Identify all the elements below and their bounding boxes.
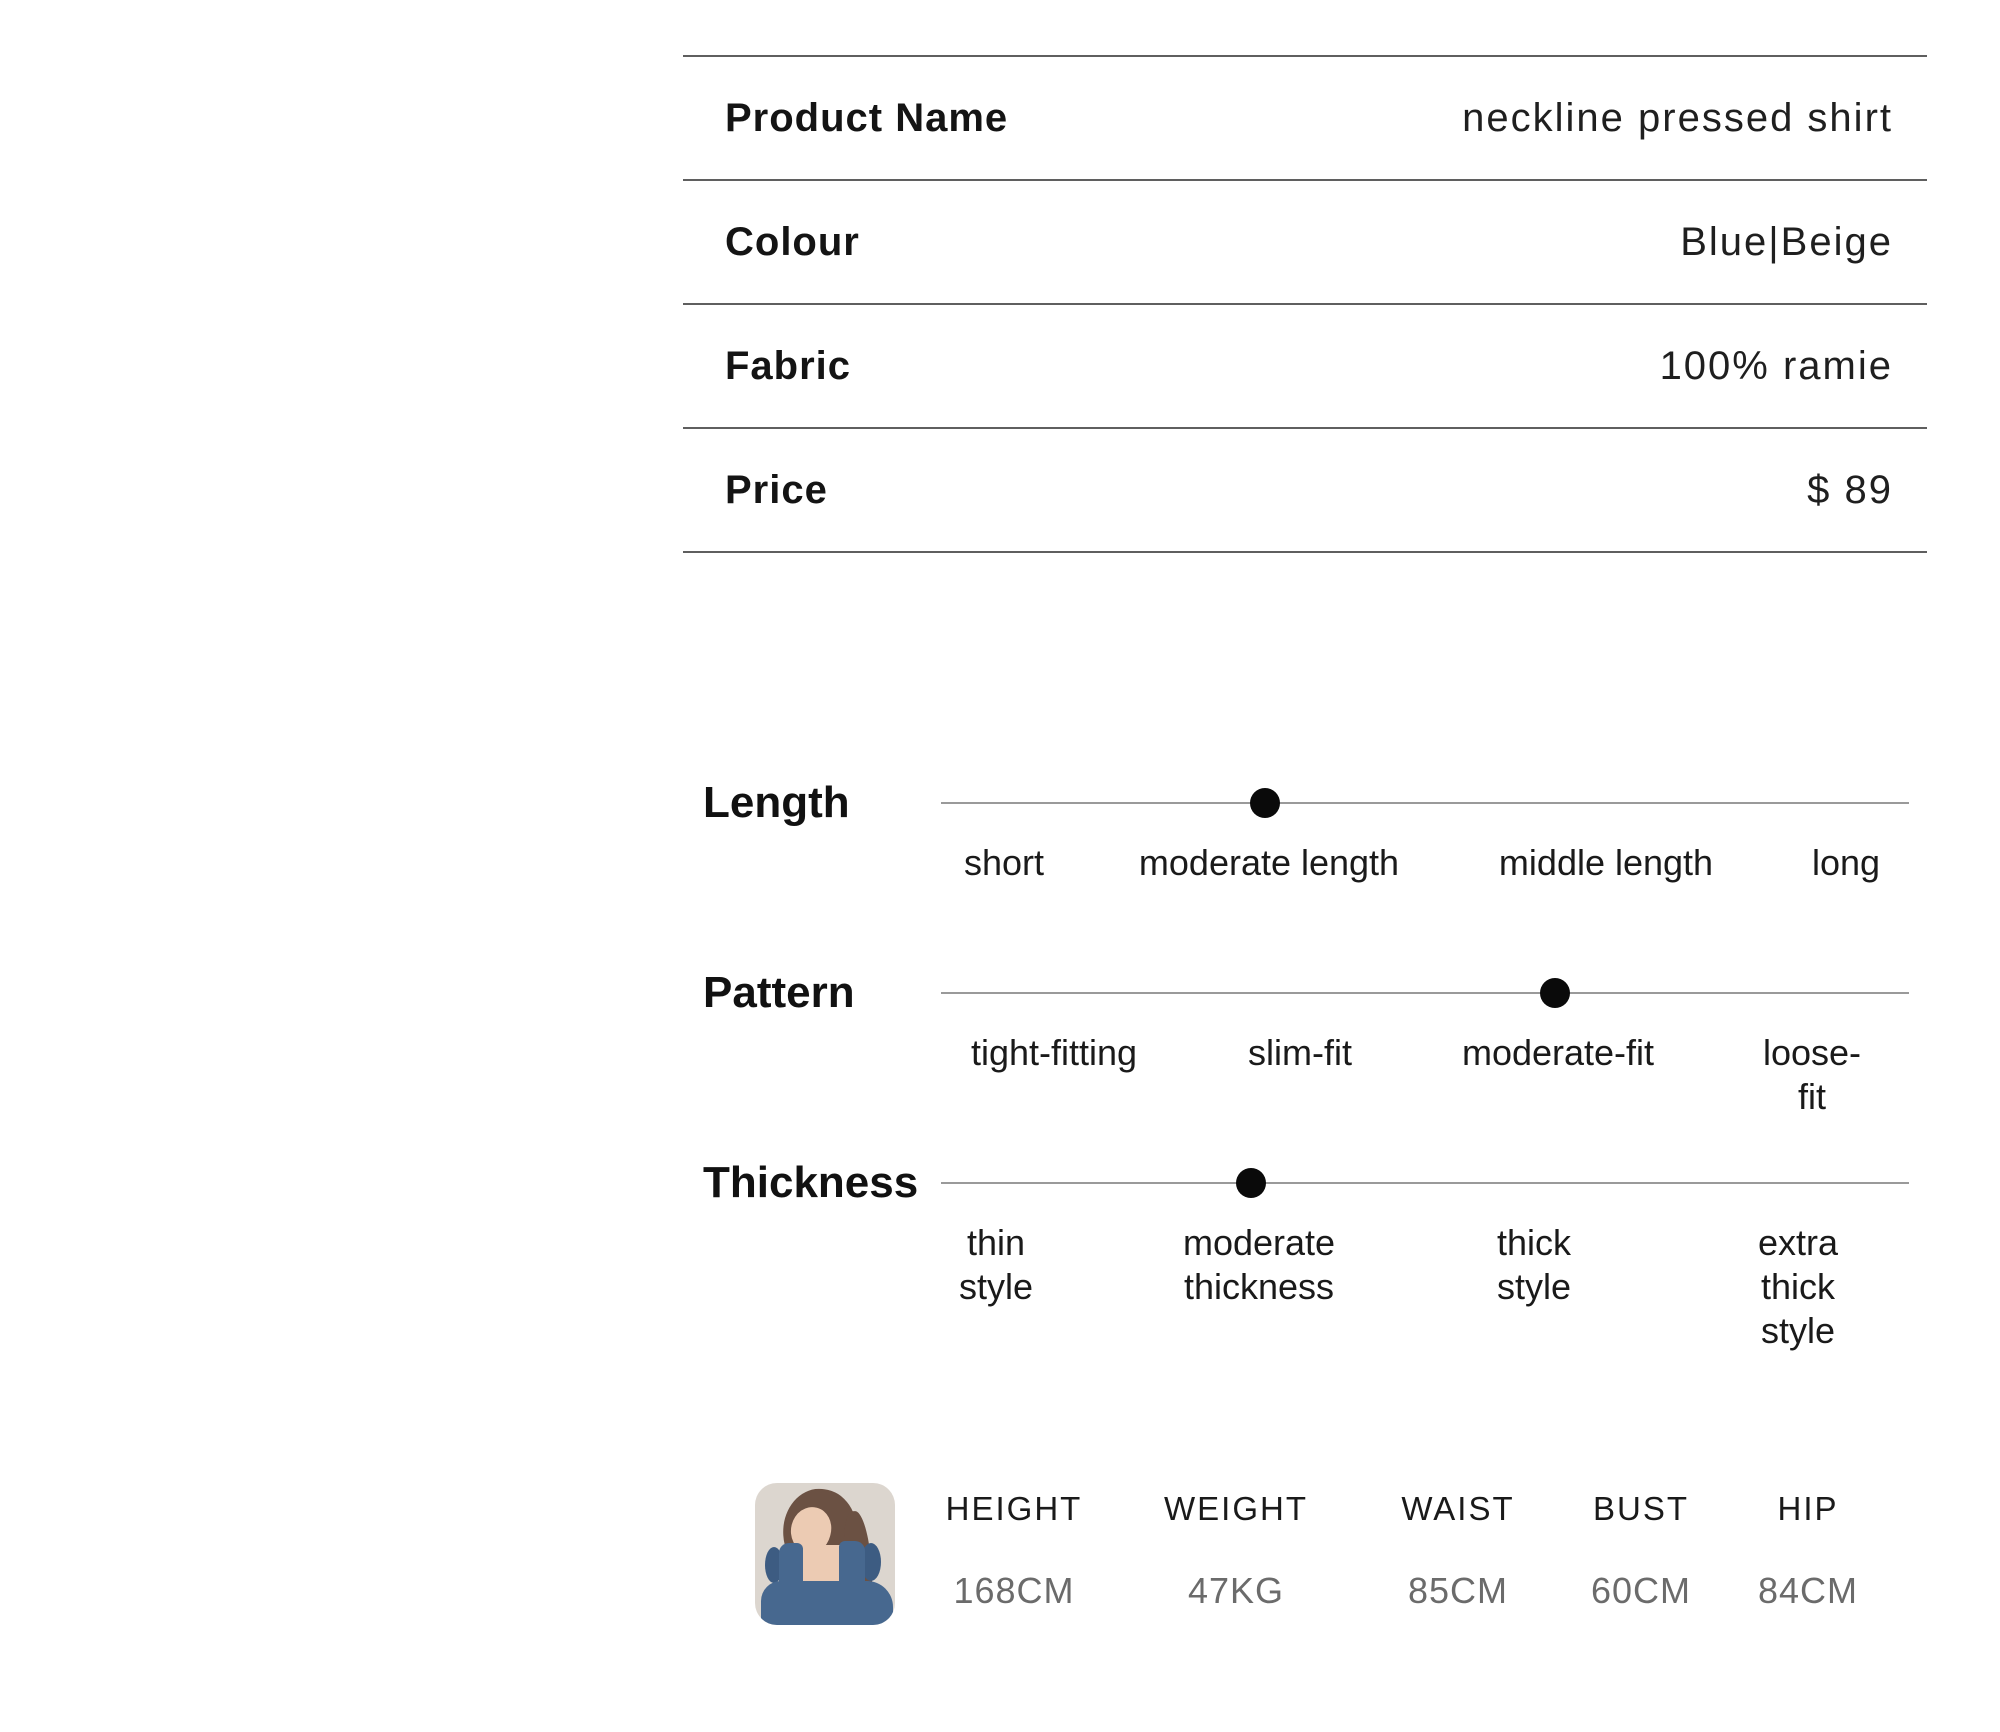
pattern-option-tight-fitting: tight-fitting bbox=[970, 1032, 1138, 1073]
table-row: Price $ 89 bbox=[683, 429, 1927, 553]
stat-value: 47KG bbox=[1187, 1570, 1285, 1611]
length-scale-track bbox=[941, 802, 1909, 804]
spec-value-price: $ 89 bbox=[1807, 467, 1893, 512]
spec-value-colour: Blue|Beige bbox=[1680, 219, 1893, 264]
length-option-short: short bbox=[963, 842, 1045, 883]
stat-label: WAIST bbox=[1401, 1490, 1515, 1527]
table-row: Colour Blue|Beige bbox=[683, 181, 1927, 305]
dress-ruffle-right bbox=[861, 1543, 881, 1581]
model-stat-bust: BUST 60CM bbox=[1591, 1490, 1691, 1612]
pattern-scale-track bbox=[941, 992, 1909, 994]
model-stat-hip: HIP 84CM bbox=[1758, 1490, 1858, 1612]
pattern-scale-dot bbox=[1540, 978, 1570, 1008]
table-row: Fabric 100% ramie bbox=[683, 305, 1927, 429]
stat-label: HEIGHT bbox=[945, 1490, 1083, 1527]
product-spec-table: Product Name neckline pressed shirt Colo… bbox=[683, 55, 1927, 553]
thickness-option-moderate-thickness: moderate thickness bbox=[1182, 1222, 1336, 1307]
thickness-scale-dot bbox=[1236, 1168, 1266, 1198]
model-photo bbox=[755, 1483, 895, 1625]
thickness-option-extra-thick-style: extra thick style bbox=[1757, 1222, 1839, 1351]
thickness-scale-title: Thickness bbox=[703, 1158, 919, 1207]
stat-value: 84CM bbox=[1757, 1570, 1859, 1611]
spec-label-price: Price bbox=[725, 467, 828, 512]
stat-label: WEIGHT bbox=[1164, 1490, 1308, 1527]
stat-value: 168CM bbox=[953, 1570, 1075, 1611]
content-area: Product Name neckline pressed shirt Colo… bbox=[683, 0, 1927, 1732]
thickness-option-thin-style: thin style bbox=[958, 1222, 1034, 1307]
length-scale-dot bbox=[1250, 788, 1280, 818]
spec-label-product-name: Product Name bbox=[725, 95, 1009, 140]
stat-label: HIP bbox=[1777, 1490, 1839, 1527]
stat-label: BUST bbox=[1592, 1490, 1689, 1527]
dress-ruffle-left bbox=[765, 1547, 783, 1583]
spec-value-fabric: 100% ramie bbox=[1659, 343, 1893, 388]
thickness-scale-track bbox=[941, 1182, 1909, 1184]
pattern-option-slim-fit: slim-fit bbox=[1248, 1032, 1352, 1073]
length-option-middle-length: middle length bbox=[1498, 842, 1714, 883]
pattern-option-moderate-fit: moderate-fit bbox=[1461, 1032, 1655, 1073]
length-option-long: long bbox=[1811, 842, 1881, 883]
length-scale-title: Length bbox=[703, 778, 850, 827]
table-row: Product Name neckline pressed shirt bbox=[683, 57, 1927, 181]
length-option-moderate-length: moderate length bbox=[1138, 842, 1400, 883]
pattern-option-loose-fit: loose-fit bbox=[1762, 1032, 1862, 1117]
stat-value: 60CM bbox=[1590, 1570, 1692, 1611]
model-stat-waist: WAIST 85CM bbox=[1401, 1490, 1514, 1612]
dress-bodice bbox=[761, 1581, 893, 1625]
stat-value: 85CM bbox=[1407, 1570, 1509, 1611]
spec-label-fabric: Fabric bbox=[725, 343, 852, 388]
pattern-scale-title: Pattern bbox=[703, 968, 855, 1017]
spec-value-product-name: neckline pressed shirt bbox=[1462, 95, 1893, 140]
spec-label-colour: Colour bbox=[725, 219, 860, 264]
thickness-option-thick-style: thick style bbox=[1496, 1222, 1572, 1307]
model-stat-height: HEIGHT 168CM bbox=[946, 1490, 1083, 1612]
model-stat-weight: WEIGHT 47KG bbox=[1164, 1490, 1308, 1612]
